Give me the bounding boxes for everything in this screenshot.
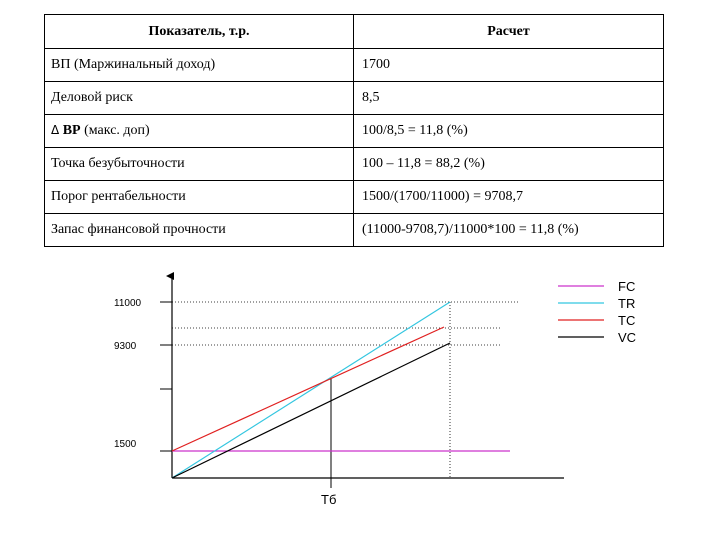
table-row: Запас финансовой прочности (11000-9708,7…: [44, 213, 664, 247]
y-tick-label-9300: 9300: [114, 341, 137, 352]
legend-label-vc: VC: [618, 330, 636, 345]
row-label-rest: (макс. доп): [84, 123, 150, 138]
series-line-tc: [171, 326, 445, 452]
row-label-bold: ВР: [62, 123, 81, 138]
chart-legend: FC TR TC VC: [558, 279, 636, 345]
row-value: 1700: [353, 48, 664, 82]
series-line-vc: [171, 342, 451, 479]
y-tick-label-11000: 11000: [114, 298, 142, 309]
row-label: Δ ВР (макс. доп): [44, 114, 354, 148]
breakeven-marker-label: Тб: [321, 492, 336, 507]
row-label: Точка безубыточности: [44, 147, 354, 181]
table-row: Точка безубыточности 100 – 11,8 = 88,2 (…: [44, 147, 664, 181]
table-row: Порог рентабельности 1500/(1700/11000) =…: [44, 180, 664, 214]
table-row: Деловой риск 8,5: [44, 81, 664, 115]
header-indicator: Показатель, т.р.: [44, 14, 354, 49]
series-line-tr: [171, 301, 451, 479]
delta-symbol: Δ: [51, 123, 60, 137]
legend-label-fc: FC: [618, 279, 635, 294]
marker-main: Тб: [321, 492, 336, 507]
row-label: Порог рентабельности: [44, 180, 354, 214]
y-tick-label-1500: 1500: [114, 439, 137, 450]
legend-label-tr: TR: [618, 296, 635, 311]
table-header-row: Показатель, т.р. Расчет: [44, 14, 664, 49]
row-value: (11000-9708,7)/11000*100 = 11,8 (%): [353, 213, 664, 247]
calculation-table: Показатель, т.р. Расчет ВП (Маржинальный…: [44, 14, 664, 247]
legend-label-tc: TC: [618, 313, 635, 328]
table-row: ВП (Маржинальный доход) 1700: [44, 48, 664, 82]
header-calculation: Расчет: [353, 14, 664, 49]
row-value: 100 – 11,8 = 88,2 (%): [353, 147, 664, 181]
row-value: 1500/(1700/11000) = 9708,7: [353, 180, 664, 214]
row-value: 8,5: [353, 81, 664, 115]
